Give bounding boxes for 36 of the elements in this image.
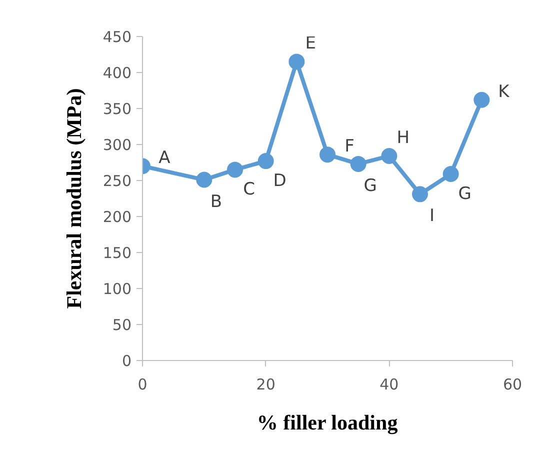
x-tick-label: 40 — [380, 376, 399, 394]
y-tick-label: 50 — [112, 316, 132, 334]
y-tick-label: 450 — [102, 28, 132, 46]
point — [442, 166, 459, 182]
y-tick-label: 300 — [102, 136, 132, 154]
annotation: H — [396, 128, 410, 148]
x-tick-label: 0 — [138, 376, 148, 394]
y-tick-label: 200 — [102, 208, 132, 226]
point — [381, 148, 398, 164]
point — [320, 146, 336, 163]
annotation: A — [158, 148, 171, 168]
point — [474, 92, 490, 108]
x-tick-label: 20 — [256, 376, 276, 394]
point — [258, 153, 274, 170]
point — [196, 172, 212, 188]
point — [288, 54, 305, 70]
annotation: K — [498, 82, 510, 102]
y-tick-label: 150 — [102, 244, 132, 262]
y-tick-label: 100 — [102, 280, 132, 298]
y-tick-label: 250 — [102, 172, 132, 190]
annotation: B — [210, 192, 222, 212]
point — [412, 186, 428, 202]
x-tick-label: 60 — [502, 376, 522, 394]
x-axis-title: % filler loading — [256, 410, 398, 434]
annotation: G — [364, 176, 377, 196]
y-axis-title: Flexural modulus (MPa) — [62, 88, 86, 309]
y-tick-label: 0 — [122, 352, 132, 370]
point — [350, 156, 366, 172]
annotation: G — [458, 184, 472, 204]
point — [227, 162, 243, 178]
y-tick-label: 350 — [102, 100, 132, 118]
y-tick-label: 400 — [102, 64, 132, 82]
annotation: I — [429, 206, 435, 226]
annotation: D — [273, 171, 286, 192]
annotation: F — [344, 136, 354, 157]
annotation: C — [243, 180, 255, 200]
